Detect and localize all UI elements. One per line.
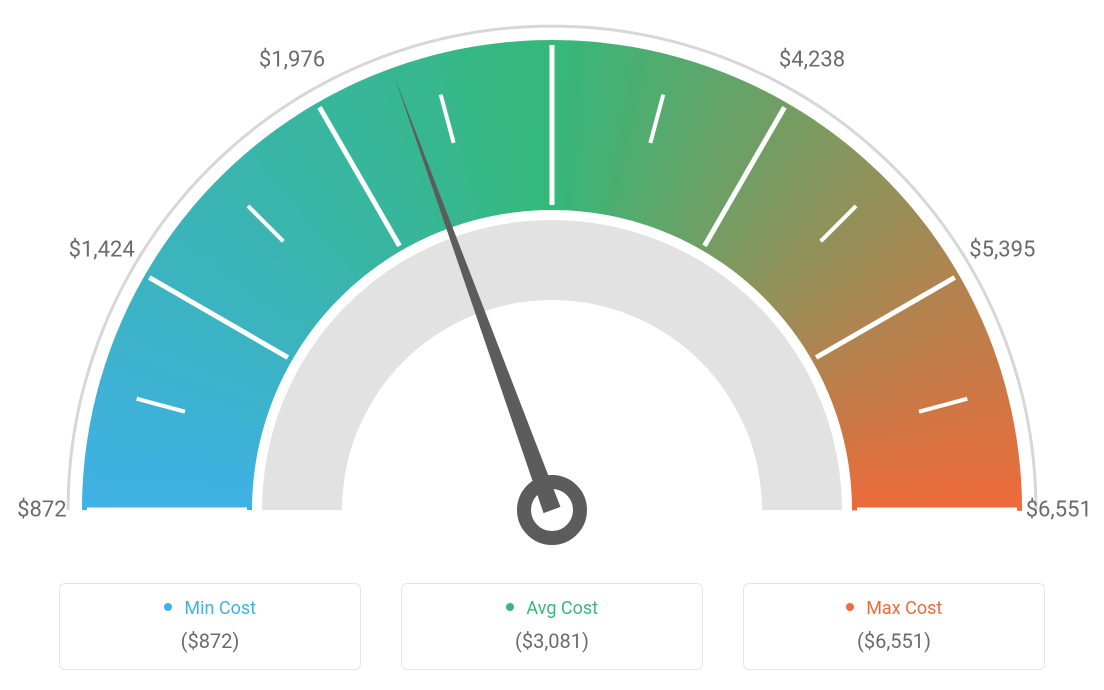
gauge-tick-label: $6,551 (1026, 498, 1092, 523)
legend-max-value: ($6,551) (744, 629, 1044, 653)
legend-avg-value: ($3,081) (402, 629, 702, 653)
legend-max-box: Max Cost ($6,551) (743, 583, 1045, 670)
gauge-tick-label: $872 (17, 498, 66, 523)
cost-gauge-widget: $872 $1,424 $1,976 $3,081 $4,238 $5,395 $6,551… (0, 0, 1104, 690)
legend-min-box: Min Cost ($872) (59, 583, 361, 670)
gauge-tick-label: $3,081 (519, 0, 585, 3)
legend-row: Min Cost ($872) Avg Cost ($3,081) Max Co… (0, 583, 1104, 670)
legend-min-title: Min Cost (60, 598, 360, 619)
legend-min-title-text: Min Cost (184, 598, 256, 619)
gauge-tick-label: $1,424 (69, 238, 135, 263)
gauge-chart (0, 0, 1104, 560)
legend-avg-title: Avg Cost (402, 598, 702, 619)
legend-max-title: Max Cost (744, 598, 1044, 619)
legend-max-dot-icon (846, 603, 854, 611)
legend-avg-title-text: Avg Cost (526, 598, 598, 619)
gauge-tick-label: $1,976 (259, 47, 325, 72)
legend-min-dot-icon (164, 603, 172, 611)
legend-min-value: ($872) (60, 629, 360, 653)
legend-max-title-text: Max Cost (866, 598, 942, 619)
legend-avg-dot-icon (506, 603, 514, 611)
gauge-tick-label: $5,395 (969, 238, 1035, 263)
gauge-area: $872 $1,424 $1,976 $3,081 $4,238 $5,395 $6,551 (0, 0, 1104, 560)
gauge-tick-label: $4,238 (779, 47, 845, 72)
legend-avg-box: Avg Cost ($3,081) (401, 583, 703, 670)
